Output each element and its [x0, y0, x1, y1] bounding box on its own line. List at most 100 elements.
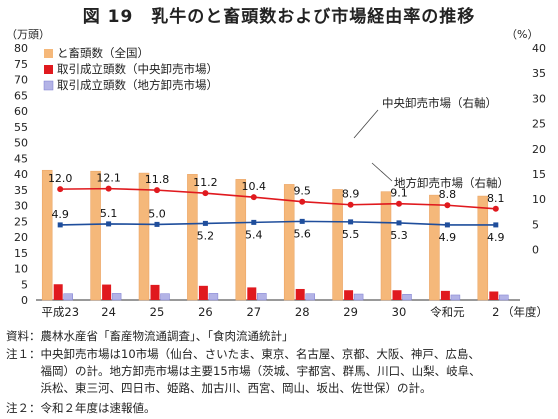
data-label: 5.4	[245, 228, 263, 241]
bar-1	[138, 172, 150, 301]
bar-2	[198, 285, 208, 300]
bar-1	[235, 179, 247, 301]
left-tick-label: 15	[14, 247, 28, 260]
left-tick-label: 5	[21, 278, 28, 291]
x-tick-label: 29	[343, 305, 358, 319]
line-1-point	[444, 202, 451, 209]
bar-1	[187, 174, 198, 301]
data-label: 8.8	[439, 188, 457, 201]
bar-1	[90, 170, 101, 301]
bar-2	[102, 284, 112, 300]
line-1-point	[105, 185, 112, 192]
left-tick-label: 50	[14, 137, 28, 150]
left-axis-label: （万頭）	[6, 28, 50, 41]
line-2-point	[299, 218, 305, 224]
legend-swatch	[44, 49, 53, 58]
left-tick-label: 70	[14, 74, 28, 87]
note-1-line: 福岡）の計。地方卸売市場は主要15市場（茨城、宇都宮、群馬、川口、山梨、岐阜、	[6, 364, 481, 378]
data-label: 9.1	[390, 187, 408, 200]
x-axis-unit: （年度）	[502, 305, 548, 319]
line-2-point	[154, 221, 160, 227]
line-2	[60, 220, 496, 226]
right-axis-label: （%）	[506, 28, 538, 41]
note-2: 注２：令和２年度は速報値。	[6, 401, 156, 415]
right-tick-label: 10	[532, 193, 546, 206]
bar-2	[489, 291, 499, 300]
legend-label: と畜頭数（全国）	[57, 46, 149, 60]
right-tick-label: 5	[532, 218, 539, 231]
x-tick-label: 24	[101, 305, 116, 319]
left-tick-label: 10	[14, 263, 28, 276]
bar-2	[295, 288, 305, 300]
line-2-point	[493, 222, 499, 228]
legend-label: 取引成立頭数（地方卸売市場）	[57, 78, 218, 92]
bar-1	[283, 184, 295, 301]
line-1-point	[492, 205, 499, 212]
bar-3	[208, 293, 219, 301]
line-2-callout: 地方卸売市場（右軸）	[394, 176, 509, 190]
line-1-point	[396, 200, 402, 207]
x-tick-label: 26	[198, 305, 213, 319]
bar-1	[429, 194, 440, 301]
data-label: 5.6	[293, 227, 311, 240]
bar-1	[477, 195, 489, 301]
data-label: 5.5	[342, 228, 360, 241]
bar-2	[392, 290, 402, 300]
data-label: 4.9	[439, 231, 457, 244]
line-2-point	[444, 222, 450, 228]
data-label: 8.9	[342, 188, 360, 201]
bar-1	[380, 191, 392, 301]
x-tick-label: 27	[246, 305, 261, 319]
data-label: 12.1	[96, 172, 121, 185]
data-label: 4.9	[51, 208, 69, 221]
bar-1	[332, 189, 343, 301]
right-tick-label: 30	[532, 92, 546, 105]
line-1-point	[347, 201, 354, 208]
left-tick-label: 30	[14, 200, 28, 213]
right-tick-label: 35	[532, 67, 546, 80]
right-tick-label: 15	[532, 168, 546, 181]
left-tick-label: 65	[14, 89, 28, 102]
data-label: 5.2	[197, 229, 215, 242]
right-tick-label: 0	[532, 244, 539, 257]
x-tick-label: 25	[150, 305, 165, 319]
line-1-point	[299, 198, 306, 205]
legend-label: 取引成立頭数（中央卸売市場）	[57, 62, 218, 76]
data-label: 11.2	[193, 176, 218, 189]
left-tick-label: 25	[14, 215, 28, 228]
line-2-point	[251, 219, 257, 225]
source-note: 資料：農林水産省「畜産物流通調査」、「食肉流通統計」	[6, 329, 294, 343]
line-2-point	[348, 219, 354, 225]
bar-2	[247, 287, 257, 300]
page-title: 図 19 乳牛のと畜頭数および市場経由率の推移	[82, 7, 476, 27]
legend-swatch	[44, 65, 53, 74]
line-2-point	[396, 220, 402, 226]
bar-2	[150, 284, 160, 300]
data-label: 5.0	[148, 207, 166, 220]
left-tick-label: 45	[14, 152, 28, 165]
note-1: 注１：中央卸売市場は10市場（仙台、さいたま、東京、名古屋、京都、大阪、神戸、広…	[6, 346, 481, 397]
data-label: 11.8	[145, 173, 170, 186]
right-tick-label: 20	[532, 143, 546, 156]
left-tick-label: 35	[14, 184, 28, 197]
line-2-point	[57, 222, 63, 228]
x-tick-label: 平成23	[41, 305, 79, 319]
left-tick-label: 80	[14, 42, 28, 55]
line-2-point	[202, 220, 208, 226]
legend-swatch	[43, 80, 54, 91]
data-label: 12.0	[48, 172, 73, 185]
bar-3	[353, 293, 364, 301]
line-1-callout-leader	[353, 109, 379, 139]
data-label: 5.1	[100, 207, 118, 220]
line-2-point	[106, 221, 112, 227]
bar-3	[63, 293, 73, 301]
x-tick-label: 30	[392, 305, 407, 319]
bar-3	[111, 293, 122, 301]
left-tick-label: 0	[21, 294, 28, 307]
line-1	[60, 187, 496, 210]
bar-3	[305, 293, 315, 301]
left-tick-label: 75	[14, 58, 28, 71]
line-1-point	[57, 186, 64, 193]
line-1-point	[202, 190, 209, 197]
right-tick-label: 40	[532, 42, 546, 55]
